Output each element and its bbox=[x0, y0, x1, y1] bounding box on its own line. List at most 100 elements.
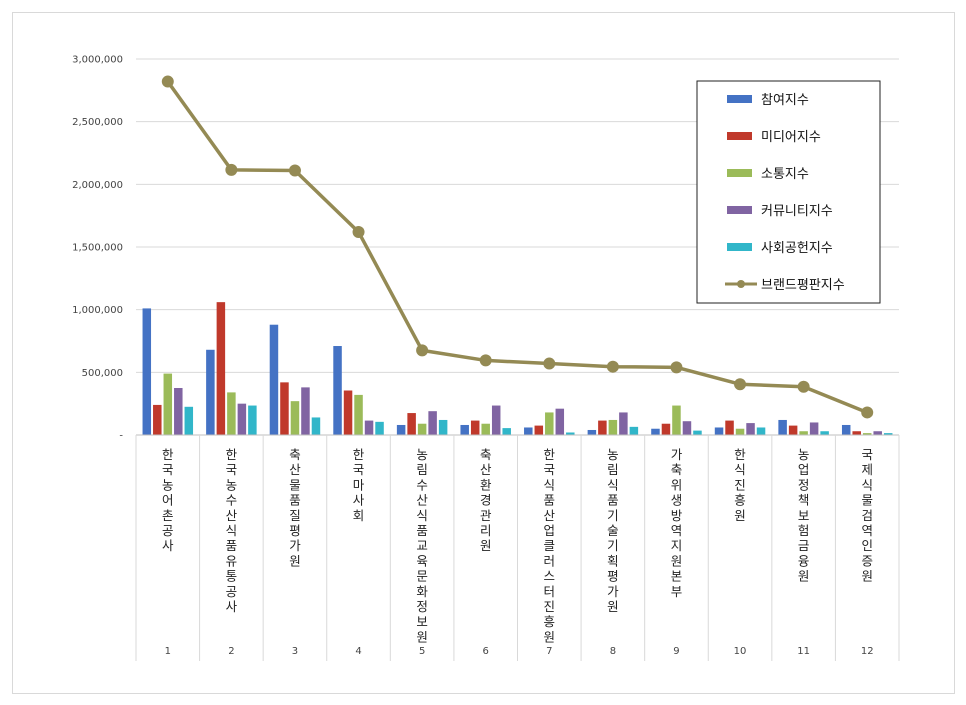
bar-미디어지수 bbox=[280, 382, 289, 435]
line-point bbox=[670, 361, 683, 374]
bar-커뮤니티지수 bbox=[491, 405, 501, 435]
bar-사회공헌지수 bbox=[184, 406, 194, 435]
rank-label: 4 bbox=[355, 646, 361, 657]
y-axis-ticks: 3,000,000 2,500,000 2,000,000 1,500,000 1,00… bbox=[72, 55, 123, 442]
legend-swatch bbox=[727, 206, 752, 214]
bar-사회공헌지수 bbox=[883, 433, 893, 435]
bar-미디어지수 bbox=[343, 390, 353, 435]
bar-커뮤니티지수 bbox=[555, 408, 565, 435]
legend-label: 사회공헌지수 bbox=[761, 241, 833, 256]
y-tick-label: 2,500,000 bbox=[72, 117, 123, 128]
brand-reputation-chart: 3,000,000 2,500,000 2,000,000 1,500,000 1,00… bbox=[72, 55, 900, 661]
line-point bbox=[606, 360, 619, 373]
bar-소통지수 bbox=[417, 423, 427, 435]
bar-참여지수 bbox=[460, 424, 469, 435]
bar-참여지수 bbox=[587, 429, 597, 435]
bar-소통지수 bbox=[481, 423, 490, 435]
bar-소통지수 bbox=[290, 401, 300, 435]
bar-소통지수 bbox=[608, 419, 618, 435]
bar-사회공헌지수 bbox=[502, 428, 511, 435]
bar-참여지수 bbox=[778, 419, 787, 435]
legend-swatch-marker bbox=[737, 280, 745, 288]
line-point bbox=[416, 344, 429, 357]
rank-label: 8 bbox=[610, 646, 616, 657]
rank-label: 5 bbox=[419, 646, 425, 657]
bar-미디어지수 bbox=[661, 423, 671, 435]
bar-참여지수 bbox=[333, 346, 342, 435]
bar-소통지수 bbox=[227, 392, 236, 435]
line-point bbox=[861, 406, 874, 419]
rank-label: 7 bbox=[546, 646, 552, 657]
rank-label: 9 bbox=[673, 646, 679, 657]
legend-swatch bbox=[727, 243, 752, 251]
bar-미디어지수 bbox=[788, 425, 798, 435]
bar-커뮤니티지수 bbox=[873, 431, 882, 435]
line-point bbox=[797, 380, 810, 393]
line-브랜드평판지수 bbox=[166, 80, 868, 415]
line-point bbox=[225, 163, 238, 176]
bar-사회공헌지수 bbox=[566, 432, 575, 435]
rank-label: 6 bbox=[483, 646, 489, 657]
bar-사회공헌지수 bbox=[820, 431, 829, 435]
gridlines bbox=[136, 58, 899, 373]
x-axis: 한 국 농 어 촌 공 사 1 한 국 농 수 산 식 품 유 통 공 사 2 축 산 물 품 질 평 가 원 3 한 국 마 사 회 4 농 림 수 산 식… bbox=[135, 434, 900, 661]
bar-참여지수 bbox=[269, 324, 279, 435]
bar-미디어지수 bbox=[598, 420, 607, 435]
bar-참여지수 bbox=[142, 308, 152, 435]
y-tick-label: - bbox=[119, 431, 123, 442]
bar-소통지수 bbox=[862, 433, 872, 435]
bar-참여지수 bbox=[841, 424, 851, 435]
bar-커뮤니티지수 bbox=[301, 387, 310, 435]
bars bbox=[142, 302, 893, 435]
rank-label: 3 bbox=[292, 646, 298, 657]
rank-label: 11 bbox=[797, 646, 810, 657]
legend-swatch bbox=[727, 132, 752, 140]
bar-미디어지수 bbox=[725, 420, 734, 435]
y-tick-label: 1,500,000 bbox=[72, 243, 123, 254]
line-point bbox=[352, 225, 365, 238]
bar-소통지수 bbox=[799, 431, 808, 435]
bar-커뮤니티지수 bbox=[364, 420, 374, 435]
bar-사회공헌지수 bbox=[311, 417, 321, 435]
legend-box bbox=[696, 80, 881, 304]
y-tick-label: 3,000,000 bbox=[72, 55, 123, 66]
bar-참여지수 bbox=[206, 349, 215, 435]
bar-커뮤니티지수 bbox=[682, 421, 692, 435]
reputation-line bbox=[161, 75, 874, 419]
y-tick-label: 2,000,000 bbox=[72, 180, 123, 191]
bar-커뮤니티지수 bbox=[619, 412, 628, 435]
legend-swatch bbox=[727, 95, 752, 103]
bar-소통지수 bbox=[545, 412, 554, 435]
rank-label: 10 bbox=[734, 646, 747, 657]
bar-사회공헌지수 bbox=[629, 426, 639, 435]
rank-label: 1 bbox=[165, 646, 171, 657]
rank-label: 2 bbox=[228, 646, 234, 657]
bar-미디어지수 bbox=[534, 425, 544, 435]
y-tick-label: 500,000 bbox=[82, 368, 123, 379]
line-point bbox=[543, 357, 556, 370]
bar-소통지수 bbox=[672, 405, 681, 435]
bar-사회공헌지수 bbox=[438, 419, 448, 435]
bar-소통지수 bbox=[163, 373, 173, 435]
rank-label: 12 bbox=[861, 646, 874, 657]
bar-커뮤니티지수 bbox=[428, 411, 437, 435]
legend-label: 커뮤니티지수 bbox=[761, 204, 833, 219]
bar-참여지수 bbox=[714, 427, 724, 435]
bar-미디어지수 bbox=[852, 431, 861, 435]
legend-swatch bbox=[727, 169, 752, 177]
bar-참여지수 bbox=[651, 428, 660, 435]
line-point bbox=[479, 354, 492, 367]
